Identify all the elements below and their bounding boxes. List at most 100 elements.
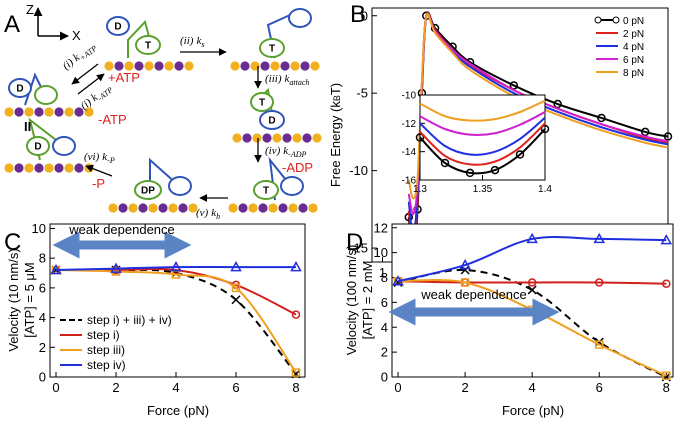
step-label: (i)k+ATP — [60, 40, 98, 74]
tubulin — [232, 133, 242, 143]
head-label: T — [263, 186, 269, 197]
x-tick-label: 1 — [379, 265, 386, 280]
point — [662, 279, 671, 288]
y-axis-label: Free Energy (kBT) — [328, 83, 343, 187]
x-tick-label: 8 — [663, 380, 670, 395]
tubulin — [138, 203, 148, 213]
y-tick-label: 8 — [381, 270, 388, 285]
tubulin — [158, 203, 168, 213]
x-axis-label: Force (pN) — [502, 403, 564, 418]
series-line — [398, 280, 667, 285]
point — [553, 99, 562, 109]
rate-sub: -P — [107, 156, 115, 165]
tubulin — [290, 61, 300, 71]
motor-heads — [8, 8, 312, 200]
legend-label: step iii) — [87, 343, 125, 357]
head-label: T — [269, 44, 275, 55]
panel-label: B — [350, 1, 366, 28]
point — [663, 132, 673, 141]
tubulin — [168, 203, 178, 213]
y-tick-label: 0 — [39, 370, 46, 385]
tubulin — [84, 107, 94, 117]
tubulin — [188, 203, 198, 213]
series-line — [407, 12, 669, 200]
y-axis-label: [ATP] = 5 μM — [22, 262, 37, 338]
tubulin — [164, 61, 174, 71]
tubulin — [104, 61, 114, 71]
rate-sub: -ADP — [288, 150, 306, 159]
tubulin — [174, 61, 184, 71]
y-tick-label: -16 — [402, 176, 417, 187]
y-tick-label: 6 — [381, 295, 388, 310]
point — [526, 232, 538, 244]
species-label: -ATP — [98, 112, 127, 127]
tubulin — [312, 133, 322, 143]
point — [392, 275, 404, 286]
tubulin — [24, 107, 34, 117]
y-tick-label: -10 — [349, 163, 368, 178]
species-label: -P — [92, 176, 105, 191]
step-label: (iii) kattach — [265, 73, 309, 87]
point — [594, 278, 604, 287]
point — [230, 261, 242, 272]
tubulin — [248, 203, 258, 213]
tubulin — [148, 203, 158, 213]
step-num: (iv) — [265, 145, 281, 157]
step-num: (v) — [196, 207, 209, 219]
tubulin — [240, 61, 250, 71]
plot-area — [50, 261, 302, 379]
point — [290, 261, 302, 272]
tubulin — [44, 163, 54, 173]
legend-label: 2 pN — [623, 29, 644, 40]
state-label: II — [24, 119, 31, 134]
step-label: (iv) k-ADP — [265, 145, 306, 159]
panel-label: A — [4, 11, 20, 38]
point — [231, 283, 241, 293]
tubulin — [308, 203, 318, 213]
tubulin — [54, 107, 64, 117]
x-tick-label: 0 — [52, 380, 59, 395]
chart: 0 2 4 6 8 0 2 4 6 8 10 12 D Force (pN) Velocity (100 n… — [344, 220, 674, 418]
tubulin — [14, 107, 24, 117]
rate-sub: attach — [289, 78, 309, 87]
point — [594, 340, 604, 349]
step-num: (iii) — [265, 73, 282, 85]
plot-area — [392, 232, 673, 382]
point — [291, 310, 301, 319]
plot-frame — [419, 94, 546, 181]
panel-label: C — [4, 229, 21, 256]
step-label: (v) kh — [196, 207, 220, 221]
tubulin — [144, 61, 154, 71]
y-tick-label: 0 — [381, 370, 388, 385]
tubulin — [64, 107, 74, 117]
chart: 1.3 1.35 1.4 -16 -14 -12 -10 — [402, 91, 553, 196]
rate-sub: -ATP — [96, 85, 115, 102]
step-label: (ii) ks — [180, 35, 204, 49]
x-tick-label: 1.35 — [473, 184, 493, 195]
series-line — [55, 269, 297, 374]
point — [465, 168, 475, 178]
tubulin — [310, 61, 320, 71]
tubulin — [178, 203, 188, 213]
legend-label: 4 pN — [623, 42, 644, 53]
tubulin — [154, 61, 164, 71]
series-line — [419, 111, 546, 136]
x-tick-label: 8 — [292, 380, 299, 395]
legend-label: step iv) — [87, 358, 126, 372]
point — [459, 259, 471, 270]
x-tick-label: 4 — [529, 380, 536, 395]
rate: k — [285, 73, 291, 85]
legend-swatch — [612, 16, 620, 24]
legend-label: step i) — [87, 328, 120, 342]
tubulin — [262, 133, 272, 143]
rate-sub: h — [216, 212, 220, 221]
point — [540, 124, 550, 134]
tubulin — [114, 61, 124, 71]
tubulin — [282, 133, 292, 143]
step-num: (vi) — [84, 151, 100, 163]
y-tick-label: 2 — [381, 345, 388, 360]
legend-label: step i) + iii) + iv) — [87, 313, 172, 327]
y-axis-label-part: T) — [328, 83, 343, 95]
